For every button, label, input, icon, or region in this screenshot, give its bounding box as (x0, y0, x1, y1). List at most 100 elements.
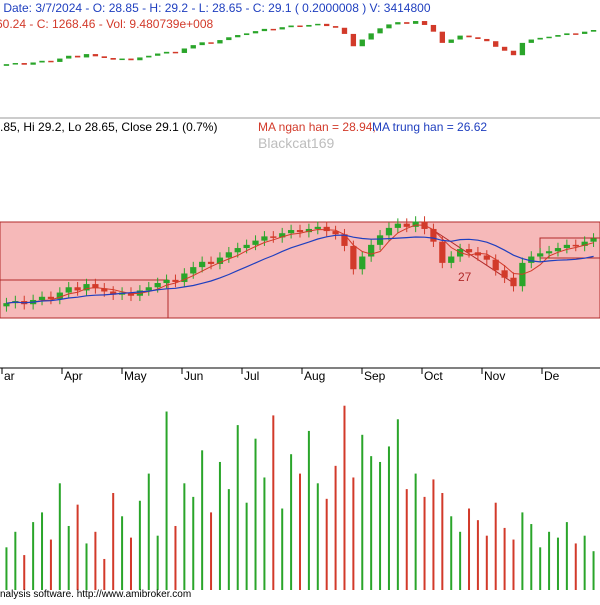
volume-bar (5, 547, 8, 590)
volume-bar (58, 483, 61, 590)
index-candle (39, 60, 45, 63)
index-candle (252, 31, 259, 34)
volume-bar (245, 502, 248, 590)
volume-bar (112, 493, 115, 590)
index-candle (439, 31, 445, 43)
candle-body (430, 228, 437, 242)
volume-bar (450, 516, 453, 590)
candle-body (554, 248, 562, 252)
candle-body (3, 303, 10, 307)
candle-body (110, 291, 117, 295)
index-candle (66, 55, 72, 59)
candle-body (216, 257, 224, 264)
candle-body (296, 230, 304, 233)
candle-body (243, 244, 250, 249)
volume-bar (272, 415, 275, 590)
index-candle (395, 22, 401, 25)
index-candle (359, 39, 365, 47)
volume-bar (165, 411, 168, 590)
volume-bar (41, 512, 44, 590)
volume-bar (334, 465, 337, 590)
index-candle (573, 33, 579, 35)
index-candle (386, 24, 392, 29)
info-line: - Date: 3/7/2024 - O: 28.85 - H: 29.2 - … (0, 1, 431, 15)
index-candle (537, 37, 543, 40)
index-candle (57, 58, 63, 62)
candle-body (572, 244, 579, 247)
candle-body (65, 287, 72, 293)
index-candle (92, 54, 99, 57)
index-candle (199, 42, 205, 46)
candle-body (465, 249, 473, 253)
volume-bar (14, 531, 17, 590)
candle-body (305, 228, 313, 233)
volume-bar (548, 531, 551, 590)
candle-body (501, 270, 508, 278)
ma-short-line (6, 224, 594, 304)
volume-bar (23, 555, 26, 590)
ma-short-label: MA ngan han = 28.94, (258, 120, 376, 134)
volume-bar (370, 456, 373, 590)
index-candle (315, 23, 321, 26)
volume-bar (316, 483, 319, 590)
candle-body (590, 238, 597, 242)
volume-bar (192, 496, 195, 590)
index-candle (235, 35, 241, 38)
volume-bar (67, 525, 70, 590)
index-candle (261, 28, 268, 32)
ma-long-line (6, 234, 594, 304)
candle-body (74, 287, 81, 291)
volume-bar (432, 479, 435, 590)
volume-bar (263, 477, 266, 590)
x-tick-label: Jul (244, 369, 259, 383)
index-candle (484, 38, 490, 42)
candle-body (252, 240, 259, 245)
index-candle (581, 31, 588, 34)
volume-bar (147, 473, 150, 590)
volume-bar (494, 502, 497, 590)
candle-body (163, 279, 170, 284)
volume-bar (512, 539, 515, 590)
index-candle (172, 51, 179, 54)
index-candle (279, 27, 285, 30)
index-candle (306, 24, 312, 27)
candle-body (510, 277, 517, 287)
volume-bar (574, 543, 577, 590)
volume-bar (299, 473, 301, 590)
volume-bar (290, 454, 293, 590)
volume-bar (94, 531, 97, 590)
volume-bar (103, 558, 106, 590)
volume-bar (521, 512, 524, 590)
volume-bar (218, 461, 221, 590)
candle-body (581, 241, 588, 246)
index-candle (590, 30, 597, 32)
index-candle (21, 63, 27, 65)
volume-bar (210, 512, 213, 590)
consolidation-box-right (539, 237, 600, 259)
volume-bar (583, 535, 586, 590)
index-candle (243, 33, 250, 36)
candle-body (261, 236, 268, 241)
candle-body (359, 256, 366, 270)
volume-bar (556, 537, 559, 590)
candle-body (385, 227, 393, 236)
index-candle (30, 62, 36, 65)
index-candle (48, 60, 54, 63)
volume-bar (254, 438, 257, 590)
volume-bar (85, 543, 88, 590)
candle-body (394, 223, 401, 228)
index-line: 60.24 - C: 1268.46 - Vol: 9.480739e+008 (0, 17, 213, 31)
candle-body (483, 255, 490, 260)
watermark: Blackcat169 (258, 135, 334, 151)
x-axis-ticks: ar Apr May Jun Jul Aug Sep Oct Nov De (1, 368, 560, 383)
x-tick-label: ar (4, 369, 15, 383)
candle-body (545, 251, 553, 254)
candle-body (474, 252, 482, 256)
x-tick-label: Oct (424, 369, 443, 383)
index-candle (226, 37, 232, 41)
index-candle (510, 50, 517, 56)
index-candle (564, 33, 570, 36)
index-candle (546, 36, 552, 39)
volume-bar (138, 500, 141, 590)
volume-bar (281, 508, 284, 590)
